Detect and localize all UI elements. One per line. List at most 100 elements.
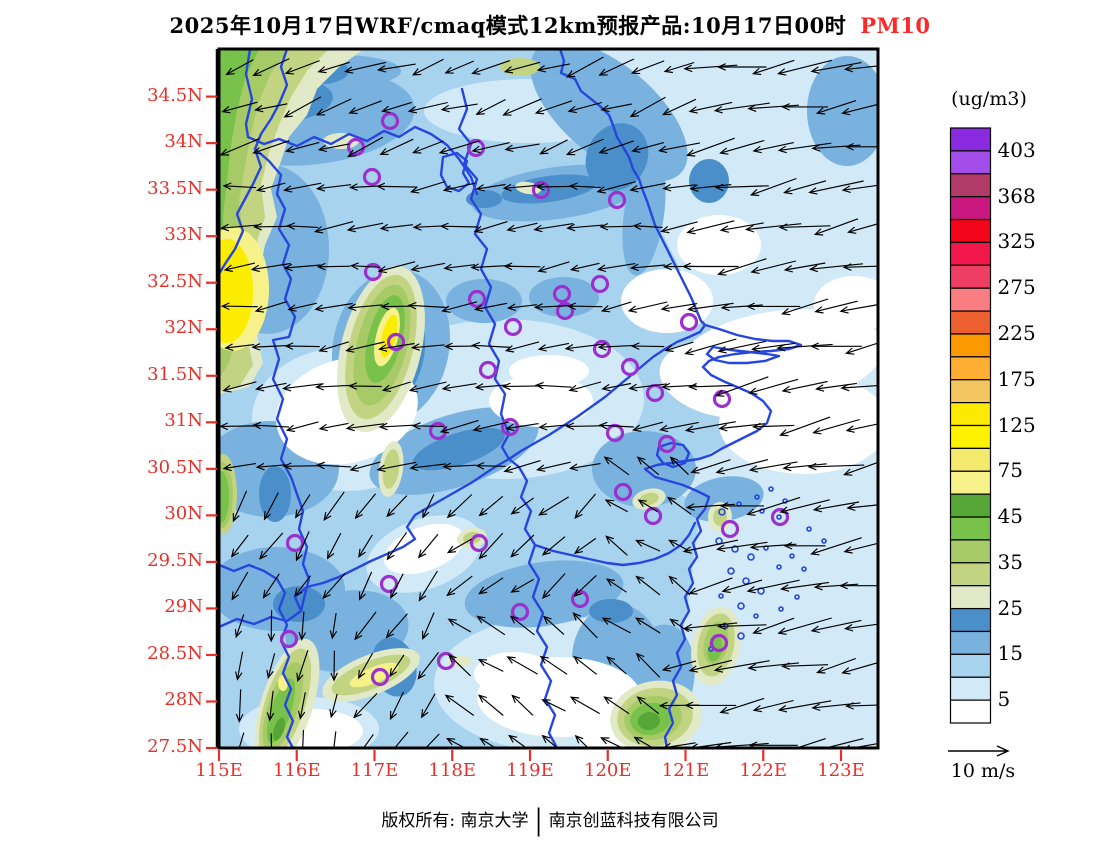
legend-color-cell (949, 356, 992, 381)
wind-arrow (222, 462, 257, 472)
field-region (639, 492, 659, 506)
wind-arrow (380, 302, 413, 311)
wind-arrow (752, 617, 795, 635)
wind-arrow (510, 497, 534, 515)
wind-arrow (479, 737, 497, 748)
wind-arrow (684, 338, 737, 356)
wind-arrow (425, 733, 440, 748)
wind-arrow (318, 341, 349, 353)
wind-arrow (844, 623, 878, 632)
legend-color-cell (949, 218, 992, 244)
wind-arrow (333, 731, 337, 748)
station-marker (555, 301, 575, 321)
wind-arrow (418, 570, 438, 602)
wind-arrow (632, 421, 664, 432)
wind-arrow (844, 342, 878, 355)
wind-arrow (478, 694, 504, 716)
wind-arrow (422, 494, 435, 519)
wind-arrow (471, 142, 510, 154)
wind-arrow (536, 461, 571, 472)
wind-arrow (627, 301, 668, 313)
wind-arrow (511, 694, 534, 716)
wind-arrow (252, 222, 289, 231)
wind-arrow (664, 341, 694, 353)
legend-tick-label: 125 (997, 412, 1036, 437)
wind-arrow (781, 380, 828, 394)
lon-tick-label: 117E (350, 760, 399, 781)
wind-arrow (780, 662, 829, 670)
wind-arrow (420, 693, 436, 719)
wind-arrow (541, 573, 566, 599)
wind-arrow (716, 63, 767, 71)
island-mark (759, 508, 765, 514)
wind-arrow (574, 493, 597, 519)
wind-arrow (598, 58, 635, 76)
wind-arrow (537, 342, 570, 352)
boundary-line (457, 87, 511, 461)
legend-color-cell (949, 493, 992, 518)
wind-arrow (538, 422, 569, 431)
wind-arrow (662, 184, 696, 192)
boundary-line (533, 521, 697, 567)
wind-arrow (407, 101, 448, 114)
wind-arrow (813, 582, 859, 591)
wind-arrow (345, 423, 385, 432)
boundary-line (558, 49, 803, 748)
wind-arrow (629, 96, 666, 118)
field-region (814, 276, 878, 332)
wind-arrow (840, 383, 878, 392)
lat-tick-label: 31N (164, 410, 203, 432)
wind-arrow (541, 536, 566, 556)
station-marker (531, 180, 551, 200)
island-mark (727, 567, 735, 575)
wind-arrow (283, 263, 321, 272)
wind-arrow (569, 696, 600, 715)
wind-arrow (636, 456, 660, 476)
wind-arrow (630, 60, 665, 75)
wind-arrow (752, 699, 794, 713)
wind-arrow (716, 541, 768, 553)
lat-tick-label: 30N (164, 503, 203, 525)
wind-arrow (378, 422, 415, 431)
wind-arrow (746, 496, 801, 516)
island-mark (742, 577, 750, 585)
wind-arrow (809, 342, 862, 351)
wind-arrow (473, 221, 508, 234)
wind-arrow (572, 612, 598, 639)
wind-arrow (814, 300, 858, 314)
wind-arrow (502, 183, 542, 192)
wind-arrow (386, 532, 408, 561)
wind-arrow (690, 459, 731, 474)
wind-arrow (776, 343, 833, 352)
wind-arrow (262, 573, 280, 599)
station-marker (478, 360, 498, 380)
wind-arrow (715, 459, 769, 475)
wind-arrow (533, 303, 573, 311)
wind-arrow (284, 141, 320, 154)
wind-arrow (510, 534, 535, 558)
legend-units-label: (ug/m3) (951, 88, 1027, 110)
wind-arrow (599, 222, 633, 231)
legend-tick-label: 15 (997, 641, 1023, 666)
wind-arrow (746, 579, 800, 594)
wind-arrow (317, 61, 350, 74)
wind-arrow (504, 143, 540, 153)
wind-arrow (573, 537, 597, 555)
wind-arrow (315, 184, 352, 192)
wind-arrow (542, 615, 565, 636)
lon-tick-label: 121E (661, 760, 710, 781)
lat-tick-label: 31.5N (147, 363, 203, 385)
station-marker (590, 274, 610, 294)
lon-tick-label: 118E (428, 760, 477, 781)
wind-arrow (600, 737, 624, 748)
legend-color-cell (949, 310, 992, 335)
wind-arrow (635, 539, 661, 552)
wind-arrow (422, 612, 435, 640)
lat-tick-label: 27.5N (147, 736, 203, 758)
wind-arrow (844, 142, 878, 151)
wind-arrow (378, 342, 415, 352)
island-mark (782, 498, 788, 504)
wind-arrow (808, 263, 863, 273)
wind-arrow (568, 381, 602, 393)
